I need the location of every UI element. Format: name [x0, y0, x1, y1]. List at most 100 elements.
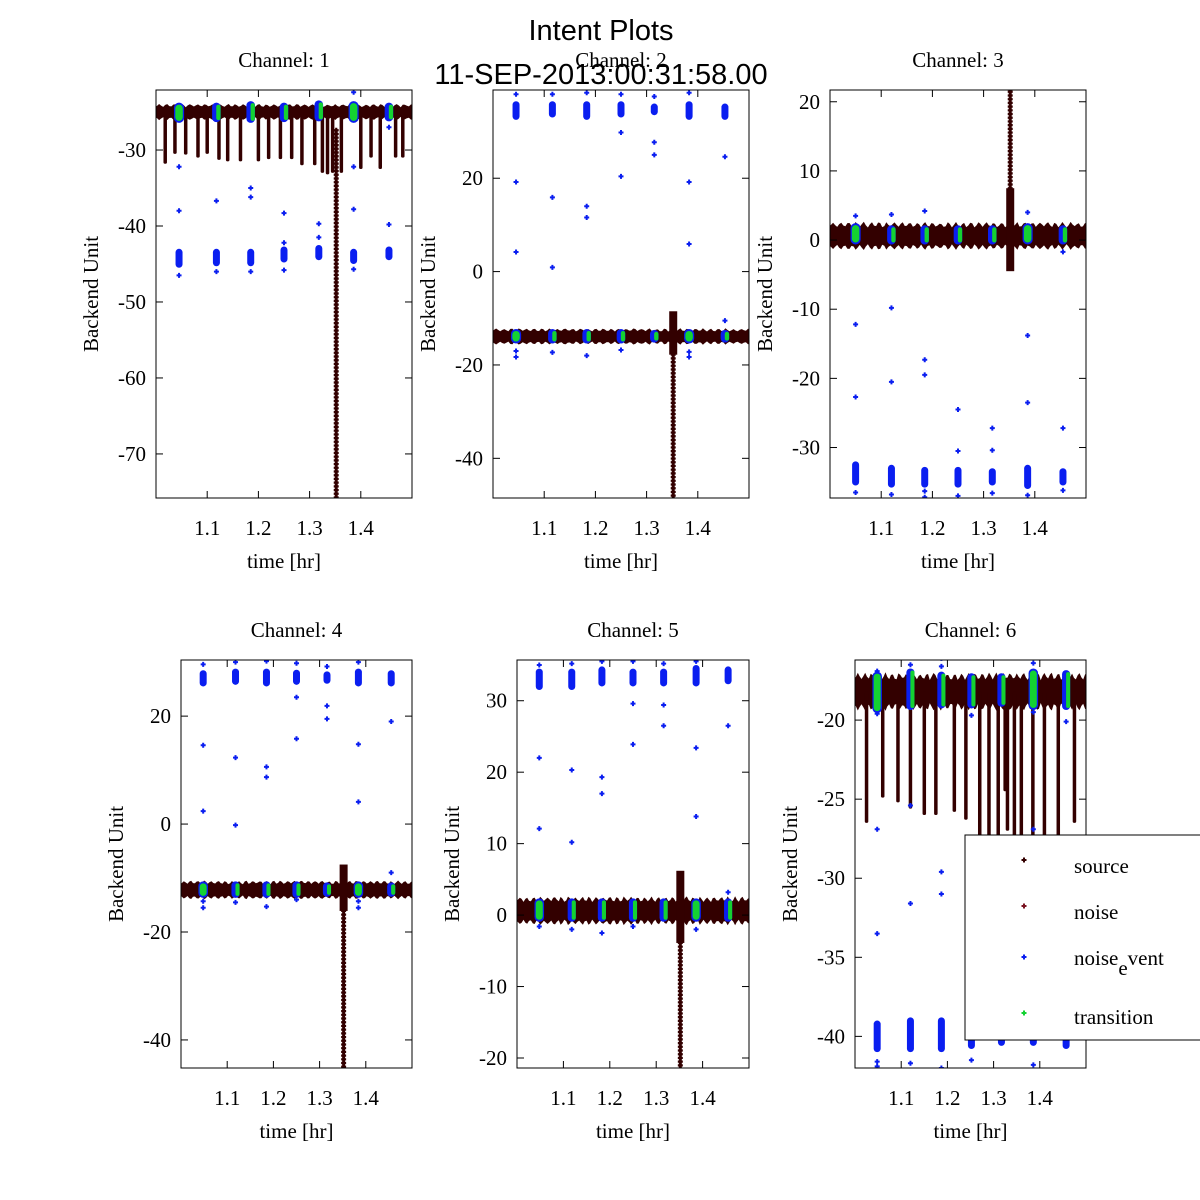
noise-event-cluster: [598, 666, 606, 687]
y-tick-label: -10: [792, 297, 820, 321]
noise-event-cluster: [852, 461, 860, 486]
source-spike: [256, 112, 261, 162]
y-tick-label: 10: [799, 159, 820, 183]
x-tick-label: 1.3: [633, 516, 659, 540]
source-spike: [922, 691, 927, 815]
transition-marker: [318, 102, 323, 120]
axes-frame: [829, 89, 1087, 499]
source-spike: [908, 691, 913, 809]
noise-event-cluster: [548, 101, 556, 118]
y-tick-label: 20: [462, 166, 483, 190]
y-tick-label: -40: [118, 214, 146, 238]
transition-marker: [1062, 227, 1068, 243]
source-spike: [369, 112, 373, 158]
transition-marker: [1029, 670, 1037, 709]
x-axis-label: time [hr]: [584, 549, 658, 573]
noise-event-cluster: [280, 246, 288, 263]
y-tick-label: -40: [455, 446, 483, 470]
y-tick-label: 30: [486, 689, 507, 713]
noise-event-cluster: [293, 669, 300, 685]
subplot-title: Channel: 4: [251, 618, 343, 642]
plot-area: [493, 90, 749, 498]
legend-label-noise: noise: [1074, 900, 1118, 924]
transition-marker: [535, 900, 543, 920]
legend-label-noise-event: noiseevent: [1074, 946, 1164, 980]
y-tick-label: 0: [161, 812, 172, 836]
legend-marker-noise: [1021, 903, 1027, 909]
source-spike: [183, 112, 188, 155]
transition-marker: [354, 883, 362, 896]
noise-event-cluster: [887, 464, 895, 488]
x-tick-label: 1.4: [685, 516, 712, 540]
source-spike: [1031, 691, 1035, 839]
x-tick-label: 1.4: [1027, 1086, 1054, 1110]
y-tick-label: -30: [792, 436, 820, 460]
source-spike: [996, 691, 1000, 847]
source-spike: [934, 691, 938, 815]
transition-marker: [391, 884, 396, 895]
transition-marker: [199, 883, 207, 896]
source-spike: [964, 691, 968, 820]
axes-frame: [492, 89, 750, 499]
transition-marker: [175, 104, 183, 121]
transition-marker: [283, 104, 289, 121]
source-spike-core: [669, 311, 678, 355]
transition-marker: [692, 900, 700, 920]
y-tick-label: -35: [817, 945, 845, 969]
y-tick-label: -20: [455, 353, 483, 377]
noise-event-cluster: [921, 466, 929, 488]
source-spike: [217, 112, 221, 160]
legend-marker-noise-event: [1021, 954, 1027, 960]
source-spike: [205, 112, 209, 154]
y-tick-label: -60: [118, 366, 146, 390]
transition-marker: [266, 883, 271, 896]
transition-marker: [512, 330, 520, 342]
subplot-channel-4: 1.1 1.2 1.3 1.4 20 0 -20 -40 Channel: 4 time [hr]…: [104, 618, 413, 1143]
source-spike-line: [334, 130, 338, 498]
source-spike: [977, 691, 982, 839]
noise-event-cluster: [212, 248, 220, 267]
transition-marker: [924, 227, 929, 243]
y-tick-label: 0: [473, 260, 484, 284]
y-tick-label: -40: [143, 1028, 171, 1052]
x-tick-label: 1.2: [260, 1086, 286, 1110]
legend-entry-noise-event: noiseevent: [1021, 946, 1164, 980]
noise-event-cluster: [247, 248, 255, 267]
noise-event-cluster: [954, 466, 962, 488]
x-tick-label: 1.2: [597, 1086, 623, 1110]
y-tick-label: -30: [118, 138, 146, 162]
source-spike: [864, 691, 869, 823]
x-tick-label: 1.3: [970, 516, 996, 540]
x-axis-label: time [hr]: [259, 1119, 333, 1143]
x-tick-label: 1.2: [919, 516, 945, 540]
x-axis-label: time [hr]: [596, 1119, 670, 1143]
x-tick-label: 1.3: [296, 516, 322, 540]
source-spike: [880, 691, 885, 798]
y-tick-label: -30: [817, 866, 845, 890]
legend-entry-source: source: [1021, 854, 1129, 878]
source-spike: [330, 112, 335, 173]
noise-event-cluster: [568, 668, 576, 691]
x-axis-label: time [hr]: [921, 549, 995, 573]
y-tick-label: -40: [817, 1024, 845, 1048]
noise-event-cluster: [199, 670, 207, 687]
source-spike: [1003, 691, 1007, 792]
source-spike: [300, 112, 304, 166]
transition-marker: [620, 330, 626, 342]
axes-frame: [516, 659, 750, 1069]
subplot-channel-1: 1.1 1.2 1.3 1.4 -30 -40 -50 -60 -70 Channel: 1 tim…: [79, 48, 413, 573]
source-spike: [378, 112, 383, 170]
noise-event-cluster: [387, 670, 395, 687]
axes-frame: [155, 89, 413, 499]
transition-marker: [728, 900, 733, 920]
subplot-channel-2: 1.1 1.2 1.3 1.4 20 0 -20 -40 Channel: 2 time [hr]…: [416, 48, 750, 573]
transition-marker: [571, 900, 576, 920]
y-axis-label: Backend Unit: [79, 236, 103, 352]
noise-event-cluster: [660, 668, 668, 687]
y-tick-label: 20: [486, 760, 507, 784]
y-tick-label: -25: [817, 787, 845, 811]
source-spike: [896, 691, 900, 803]
noise-event-points: [536, 660, 731, 936]
source-spike: [393, 112, 398, 158]
